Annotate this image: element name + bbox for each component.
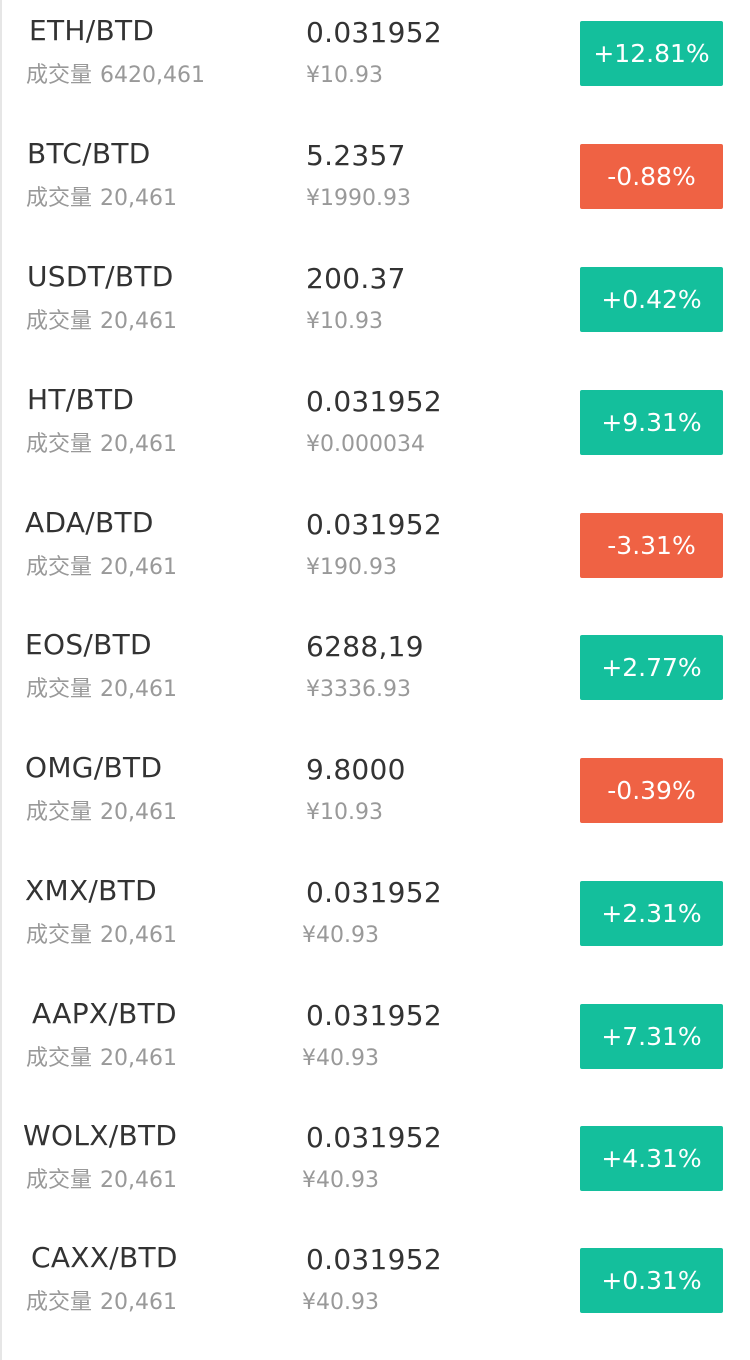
volume-label: 成交量: [26, 677, 93, 702]
pair-name: HT/BTD: [27, 383, 135, 416]
change-percent-button[interactable]: +0.31%: [580, 1248, 723, 1313]
market-row-ht[interactable]: HT/BTD 成交量 20,461 0.031952 ¥0.000034 +9.3…: [0, 369, 750, 492]
last-price: 0.031952: [306, 16, 443, 49]
last-price: 0.031952: [306, 508, 443, 541]
pair-name: AAPX/BTD: [32, 997, 177, 1030]
market-row-ada[interactable]: ADA/BTD 成交量 20,461 0.031952 ¥190.93 -3.31…: [0, 492, 750, 615]
pair-name: BTC/BTD: [27, 137, 151, 170]
pair-name: EOS/BTD: [25, 628, 152, 661]
volume-value: 20,461: [100, 1046, 177, 1071]
change-percent-button[interactable]: -0.88%: [580, 144, 723, 209]
volume-label: 成交量: [26, 1046, 93, 1071]
market-row-eth[interactable]: ETH/BTD 成交量 6420,461 0.031952 ¥10.93 +12.…: [0, 0, 750, 123]
volume-label: 成交量: [26, 63, 93, 88]
volume-value: 20,461: [100, 309, 177, 334]
last-price: 0.031952: [306, 1121, 443, 1154]
last-price: 9.8000: [306, 753, 406, 786]
fiat-price: ¥1990.93: [306, 186, 411, 211]
market-row-aapx[interactable]: AAPX/BTD 成交量 20,461 0.031952 ¥40.93 +7.31…: [0, 983, 750, 1106]
pair-name: ADA/BTD: [25, 506, 154, 539]
fiat-price: ¥10.93: [306, 800, 383, 825]
volume-text: 成交量 20,461: [26, 1166, 177, 1196]
change-percent-button[interactable]: +2.31%: [580, 881, 723, 946]
change-percent-button[interactable]: -0.39%: [580, 758, 723, 823]
volume-text: 成交量 6420,461: [26, 61, 205, 91]
market-row-wolx[interactable]: WOLX/BTD 成交量 20,461 0.031952 ¥40.93 +4.31…: [0, 1105, 750, 1228]
volume-value: 20,461: [100, 432, 177, 457]
change-percent-button[interactable]: -3.31%: [580, 513, 723, 578]
pair-name: USDT/BTD: [27, 260, 174, 293]
fiat-price: ¥190.93: [306, 555, 397, 580]
volume-value: 20,461: [100, 677, 177, 702]
pair-name: OMG/BTD: [25, 751, 163, 784]
change-percent-button[interactable]: +0.42%: [580, 267, 723, 332]
volume-text: 成交量 20,461: [26, 430, 177, 460]
last-price: 0.031952: [306, 385, 443, 418]
volume-label: 成交量: [26, 1168, 93, 1193]
last-price: 0.031952: [306, 999, 443, 1032]
volume-value: 20,461: [100, 555, 177, 580]
volume-label: 成交量: [26, 309, 93, 334]
volume-text: 成交量 20,461: [26, 1044, 177, 1074]
last-price: 6288,19: [306, 630, 424, 663]
change-percent-button[interactable]: +12.81%: [580, 21, 723, 86]
change-percent-button[interactable]: +2.77%: [580, 635, 723, 700]
volume-label: 成交量: [26, 432, 93, 457]
volume-text: 成交量 20,461: [26, 675, 177, 705]
volume-value: 20,461: [100, 800, 177, 825]
change-percent-button[interactable]: +9.31%: [580, 390, 723, 455]
market-row-omg[interactable]: OMG/BTD 成交量 20,461 9.8000 ¥10.93 -0.39%: [0, 737, 750, 860]
list-left-border: [0, 0, 2, 1360]
last-price: 5.2357: [306, 139, 406, 172]
pair-name: CAXX/BTD: [31, 1241, 178, 1274]
last-price: 0.031952: [306, 1243, 443, 1276]
volume-label: 成交量: [26, 923, 93, 948]
fiat-price: ¥40.93: [302, 1168, 379, 1193]
pair-name: WOLX/BTD: [23, 1119, 178, 1152]
volume-value: 20,461: [100, 1290, 177, 1315]
fiat-price: ¥40.93: [302, 923, 379, 948]
volume-label: 成交量: [26, 1290, 93, 1315]
volume-label: 成交量: [26, 186, 93, 211]
market-row-btc[interactable]: BTC/BTD 成交量 20,461 5.2357 ¥1990.93 -0.88%: [0, 123, 750, 246]
volume-text: 成交量 20,461: [26, 184, 177, 214]
market-row-xmx[interactable]: XMX/BTD 成交量 20,461 0.031952 ¥40.93 +2.31%: [0, 860, 750, 983]
volume-text: 成交量 20,461: [26, 798, 177, 828]
fiat-price: ¥40.93: [302, 1046, 379, 1071]
pair-name: XMX/BTD: [25, 874, 157, 907]
volume-value: 6420,461: [100, 63, 205, 88]
volume-label: 成交量: [26, 800, 93, 825]
last-price: 200.37: [306, 262, 406, 295]
volume-value: 20,461: [100, 1168, 177, 1193]
volume-label: 成交量: [26, 555, 93, 580]
market-row-eos[interactable]: EOS/BTD 成交量 20,461 6288,19 ¥3336.93 +2.77…: [0, 614, 750, 737]
volume-text: 成交量 20,461: [26, 307, 177, 337]
market-row-usdt[interactable]: USDT/BTD 成交量 20,461 200.37 ¥10.93 +0.42%: [0, 246, 750, 369]
volume-text: 成交量 20,461: [26, 553, 177, 583]
market-row-caxx[interactable]: CAXX/BTD 成交量 20,461 0.031952 ¥40.93 +0.31…: [0, 1227, 750, 1350]
change-percent-button[interactable]: +7.31%: [580, 1004, 723, 1069]
last-price: 0.031952: [306, 876, 443, 909]
volume-value: 20,461: [100, 923, 177, 948]
volume-text: 成交量 20,461: [26, 921, 177, 951]
fiat-price: ¥10.93: [306, 309, 383, 334]
volume-value: 20,461: [100, 186, 177, 211]
fiat-price: ¥40.93: [302, 1290, 379, 1315]
change-percent-button[interactable]: +4.31%: [580, 1126, 723, 1191]
fiat-price: ¥3336.93: [306, 677, 411, 702]
fiat-price: ¥10.93: [306, 63, 383, 88]
volume-text: 成交量 20,461: [26, 1288, 177, 1318]
pair-name: ETH/BTD: [29, 14, 155, 47]
fiat-price: ¥0.000034: [306, 432, 425, 457]
